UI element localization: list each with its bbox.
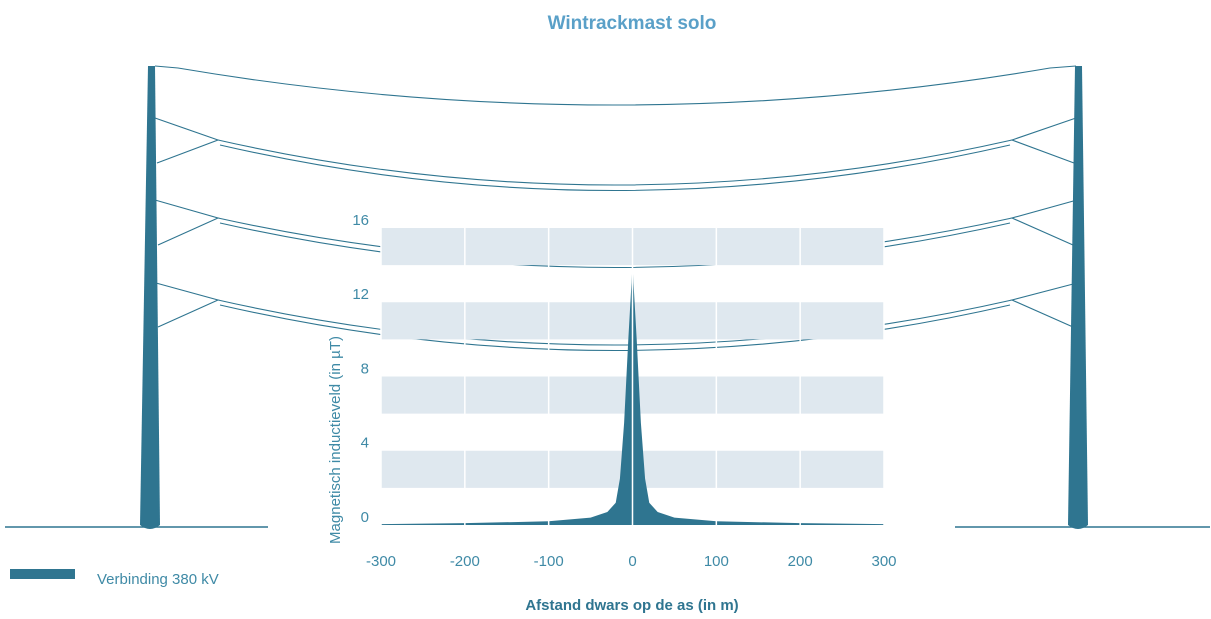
chart-title: Wintrackmast solo <box>548 13 717 34</box>
y-tick-label: 0 <box>361 509 369 526</box>
x-axis-label: Afstand dwars op de as (in m) <box>525 597 738 614</box>
y-axis-label: Magnetisch inductieveld (in µT) <box>327 336 344 544</box>
x-tick-label: 100 <box>704 553 729 570</box>
y-tick-label: 12 <box>352 286 369 303</box>
y-tick-label: 4 <box>361 435 369 452</box>
y-tick-label: 16 <box>352 212 369 229</box>
x-tick-label: 0 <box>628 553 636 570</box>
x-tick-label: -300 <box>366 553 396 570</box>
plot-area: 0 4 8 12 16 -300 -200 -100 0 100 200 300 <box>352 212 896 570</box>
x-tick-label: 300 <box>871 553 896 570</box>
x-tick-label: 200 <box>788 553 813 570</box>
chart: 0 4 8 12 16 -300 -200 -100 0 100 200 300 Wintrackma… <box>0 0 1211 619</box>
legend-label: Verbinding 380 kV <box>97 571 219 588</box>
y-tick-label: 8 <box>361 360 369 377</box>
legend-swatch <box>10 569 75 579</box>
x-tick-label: -100 <box>534 553 564 570</box>
x-tick-label: -200 <box>450 553 480 570</box>
